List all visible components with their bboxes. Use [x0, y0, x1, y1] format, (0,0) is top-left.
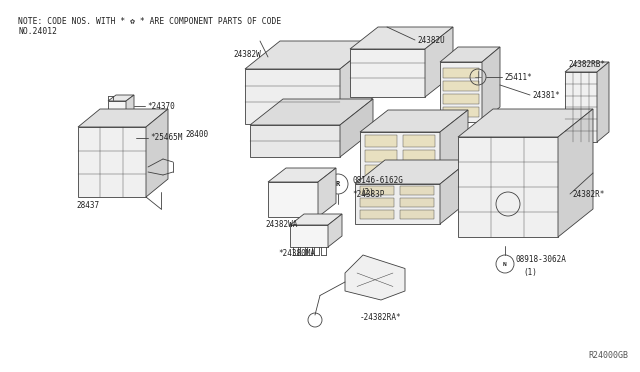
Polygon shape: [245, 41, 375, 69]
Polygon shape: [108, 95, 134, 101]
Text: N: N: [503, 262, 507, 266]
Bar: [443, 94, 479, 104]
Polygon shape: [108, 101, 126, 117]
Bar: [400, 210, 434, 219]
Polygon shape: [126, 95, 134, 117]
Polygon shape: [250, 125, 340, 157]
Polygon shape: [355, 184, 440, 224]
Bar: [443, 107, 479, 117]
Bar: [365, 150, 397, 162]
Polygon shape: [558, 109, 593, 237]
Bar: [360, 186, 394, 195]
Bar: [400, 186, 434, 195]
Text: *24383P: *24383P: [352, 189, 385, 199]
Polygon shape: [268, 168, 336, 182]
Polygon shape: [102, 131, 136, 136]
Text: 28437: 28437: [76, 201, 99, 209]
Polygon shape: [482, 47, 500, 122]
Text: 08146-6162G: 08146-6162G: [353, 176, 404, 185]
Polygon shape: [328, 214, 342, 247]
Text: R24000GB: R24000GB: [588, 351, 628, 360]
Polygon shape: [345, 255, 405, 300]
Text: 25411*: 25411*: [504, 73, 532, 81]
Polygon shape: [290, 225, 328, 247]
Bar: [443, 68, 479, 78]
Polygon shape: [458, 137, 558, 237]
Polygon shape: [250, 99, 373, 125]
Polygon shape: [268, 182, 318, 217]
Polygon shape: [78, 109, 168, 127]
Polygon shape: [350, 27, 453, 49]
Bar: [403, 150, 435, 162]
Polygon shape: [440, 62, 482, 122]
Polygon shape: [350, 49, 425, 97]
Polygon shape: [318, 168, 336, 217]
Bar: [400, 198, 434, 207]
Text: 08918-3062A: 08918-3062A: [516, 256, 567, 264]
Polygon shape: [597, 62, 609, 142]
Polygon shape: [245, 69, 340, 124]
Bar: [365, 135, 397, 147]
Text: 24381*: 24381*: [532, 90, 560, 99]
Polygon shape: [78, 127, 146, 197]
Polygon shape: [340, 41, 375, 124]
Polygon shape: [340, 99, 373, 157]
Text: (1): (1): [523, 267, 537, 276]
Text: 24382U: 24382U: [417, 35, 445, 45]
Bar: [403, 135, 435, 147]
Text: NOTE: CODE NOS. WITH * ✿ * ARE COMPONENT PARTS OF CODE: NOTE: CODE NOS. WITH * ✿ * ARE COMPONENT…: [18, 17, 281, 26]
Polygon shape: [360, 132, 440, 182]
Polygon shape: [355, 160, 470, 184]
Polygon shape: [360, 110, 468, 132]
Bar: [403, 165, 435, 177]
Text: NO.24012: NO.24012: [18, 27, 57, 36]
Text: -24382RA*: -24382RA*: [360, 312, 402, 321]
Text: *24370: *24370: [147, 102, 175, 110]
Bar: [360, 210, 394, 219]
Polygon shape: [146, 109, 168, 197]
Text: (2): (2): [360, 187, 374, 196]
Text: 24382RB*: 24382RB*: [568, 60, 605, 68]
Text: 24382WA: 24382WA: [265, 219, 298, 228]
Text: *24380MA: *24380MA: [278, 250, 315, 259]
Polygon shape: [440, 47, 500, 62]
Polygon shape: [425, 27, 453, 97]
Polygon shape: [124, 131, 136, 144]
Polygon shape: [440, 110, 468, 182]
Text: 24382R*: 24382R*: [572, 189, 604, 199]
Bar: [360, 198, 394, 207]
Polygon shape: [290, 214, 342, 225]
Text: 28400: 28400: [185, 129, 208, 138]
Polygon shape: [102, 136, 124, 144]
Text: *25465M: *25465M: [150, 133, 182, 142]
Text: 24382W: 24382W: [233, 49, 260, 58]
Polygon shape: [440, 160, 470, 224]
Bar: [365, 165, 397, 177]
Text: R: R: [336, 181, 340, 187]
Polygon shape: [458, 109, 593, 137]
Bar: [443, 81, 479, 91]
Polygon shape: [565, 62, 609, 72]
Polygon shape: [565, 72, 597, 142]
